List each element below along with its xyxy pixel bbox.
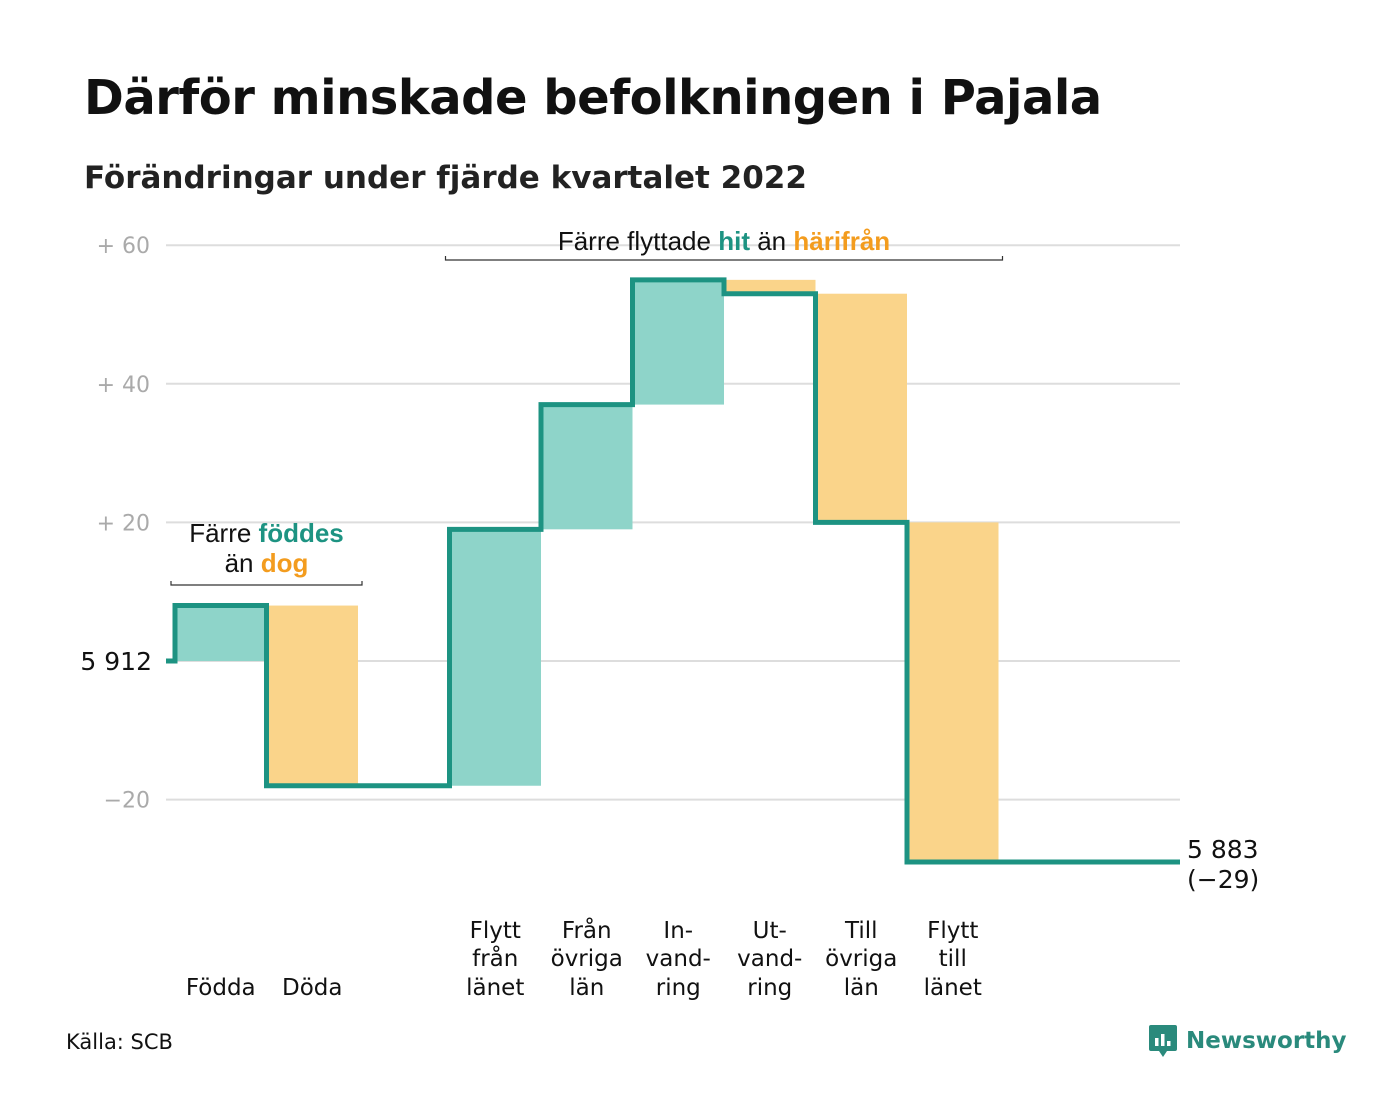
increase-bar xyxy=(632,279,724,405)
category-label: till xyxy=(939,946,967,972)
increase-bar xyxy=(541,404,633,530)
category-label: övriga xyxy=(551,946,623,972)
category-label: Från xyxy=(562,916,612,944)
annotation-segment: än xyxy=(225,548,261,578)
category-label: Födda xyxy=(186,975,256,1001)
increase-bar xyxy=(449,529,541,786)
category-label: Flytt xyxy=(927,918,978,944)
category-label: länet xyxy=(466,975,524,1001)
category-label: län xyxy=(844,975,879,1001)
annotation-segment: än xyxy=(750,226,793,256)
annotation-segment: hit xyxy=(718,226,750,256)
chart-title: Därför minskade befolkningen i Pajala xyxy=(84,70,1102,126)
end-change-label: (−29) xyxy=(1187,865,1259,894)
annotation-segment: Färre flyttade xyxy=(558,226,718,256)
annotation-segment: härifrån xyxy=(793,226,890,256)
y-tick-label: + 40 xyxy=(97,373,150,398)
category-label: Flytt xyxy=(470,918,521,944)
category-label: vand- xyxy=(737,946,802,972)
annotation-segment: föddes xyxy=(259,518,344,548)
decrease-bar xyxy=(815,293,907,523)
y-tick-label: + 60 xyxy=(97,234,150,259)
newsworthy-logo-icon xyxy=(1149,1025,1177,1057)
end-value-label: 5 883 xyxy=(1187,835,1259,864)
source-note: Källa: SCB xyxy=(66,1030,173,1054)
annotation-segment: Färre xyxy=(189,518,258,548)
category-label: länet xyxy=(924,975,982,1001)
y-tick-label: −20 xyxy=(104,789,150,814)
decrease-bar xyxy=(907,522,999,862)
decrease-bar xyxy=(266,605,358,786)
chart-subtitle: Förändringar under fjärde kvartalet 2022 xyxy=(84,160,807,196)
category-label: län xyxy=(569,975,604,1001)
brand-name: Newsworthy xyxy=(1186,1028,1347,1054)
category-label: övriga xyxy=(825,946,897,972)
category-label: från xyxy=(472,944,518,972)
category-labels: Födda DödaFlyttfrånlänetFrånövrigalänIn-v… xyxy=(186,916,982,1001)
annotation-bracket xyxy=(170,581,363,586)
cumulative-step-line xyxy=(166,277,1180,865)
category-label: Döda xyxy=(282,975,342,1001)
category-label: In- xyxy=(663,918,693,944)
annotation-bracket xyxy=(444,256,1004,261)
increase-bar xyxy=(175,605,267,661)
category-label: ring xyxy=(656,975,701,1001)
category-label: Till xyxy=(844,918,878,944)
start-value-label: 5 912 xyxy=(80,647,152,676)
annotation-text: än dog xyxy=(225,548,309,578)
category-label: Ut- xyxy=(753,918,787,944)
annotation-text: Färre föddes xyxy=(189,518,344,548)
waterfall-chart: + 60 + 40 + 20 −20 5 912 5 883(−29) Födda Döda F… xyxy=(80,226,1259,1001)
y-tick-label: + 20 xyxy=(97,511,150,536)
annotation: Färre flyttade hit än härifrån xyxy=(444,226,1004,261)
brand-logo: Newsworthy xyxy=(1148,1024,1347,1058)
category-label: vand- xyxy=(646,946,711,972)
annotation-text: Färre flyttade hit än härifrån xyxy=(558,226,890,256)
bars xyxy=(175,279,999,862)
annotation-segment: dog xyxy=(261,548,309,578)
decrease-bar xyxy=(724,279,816,294)
category-label: ring xyxy=(747,975,792,1001)
